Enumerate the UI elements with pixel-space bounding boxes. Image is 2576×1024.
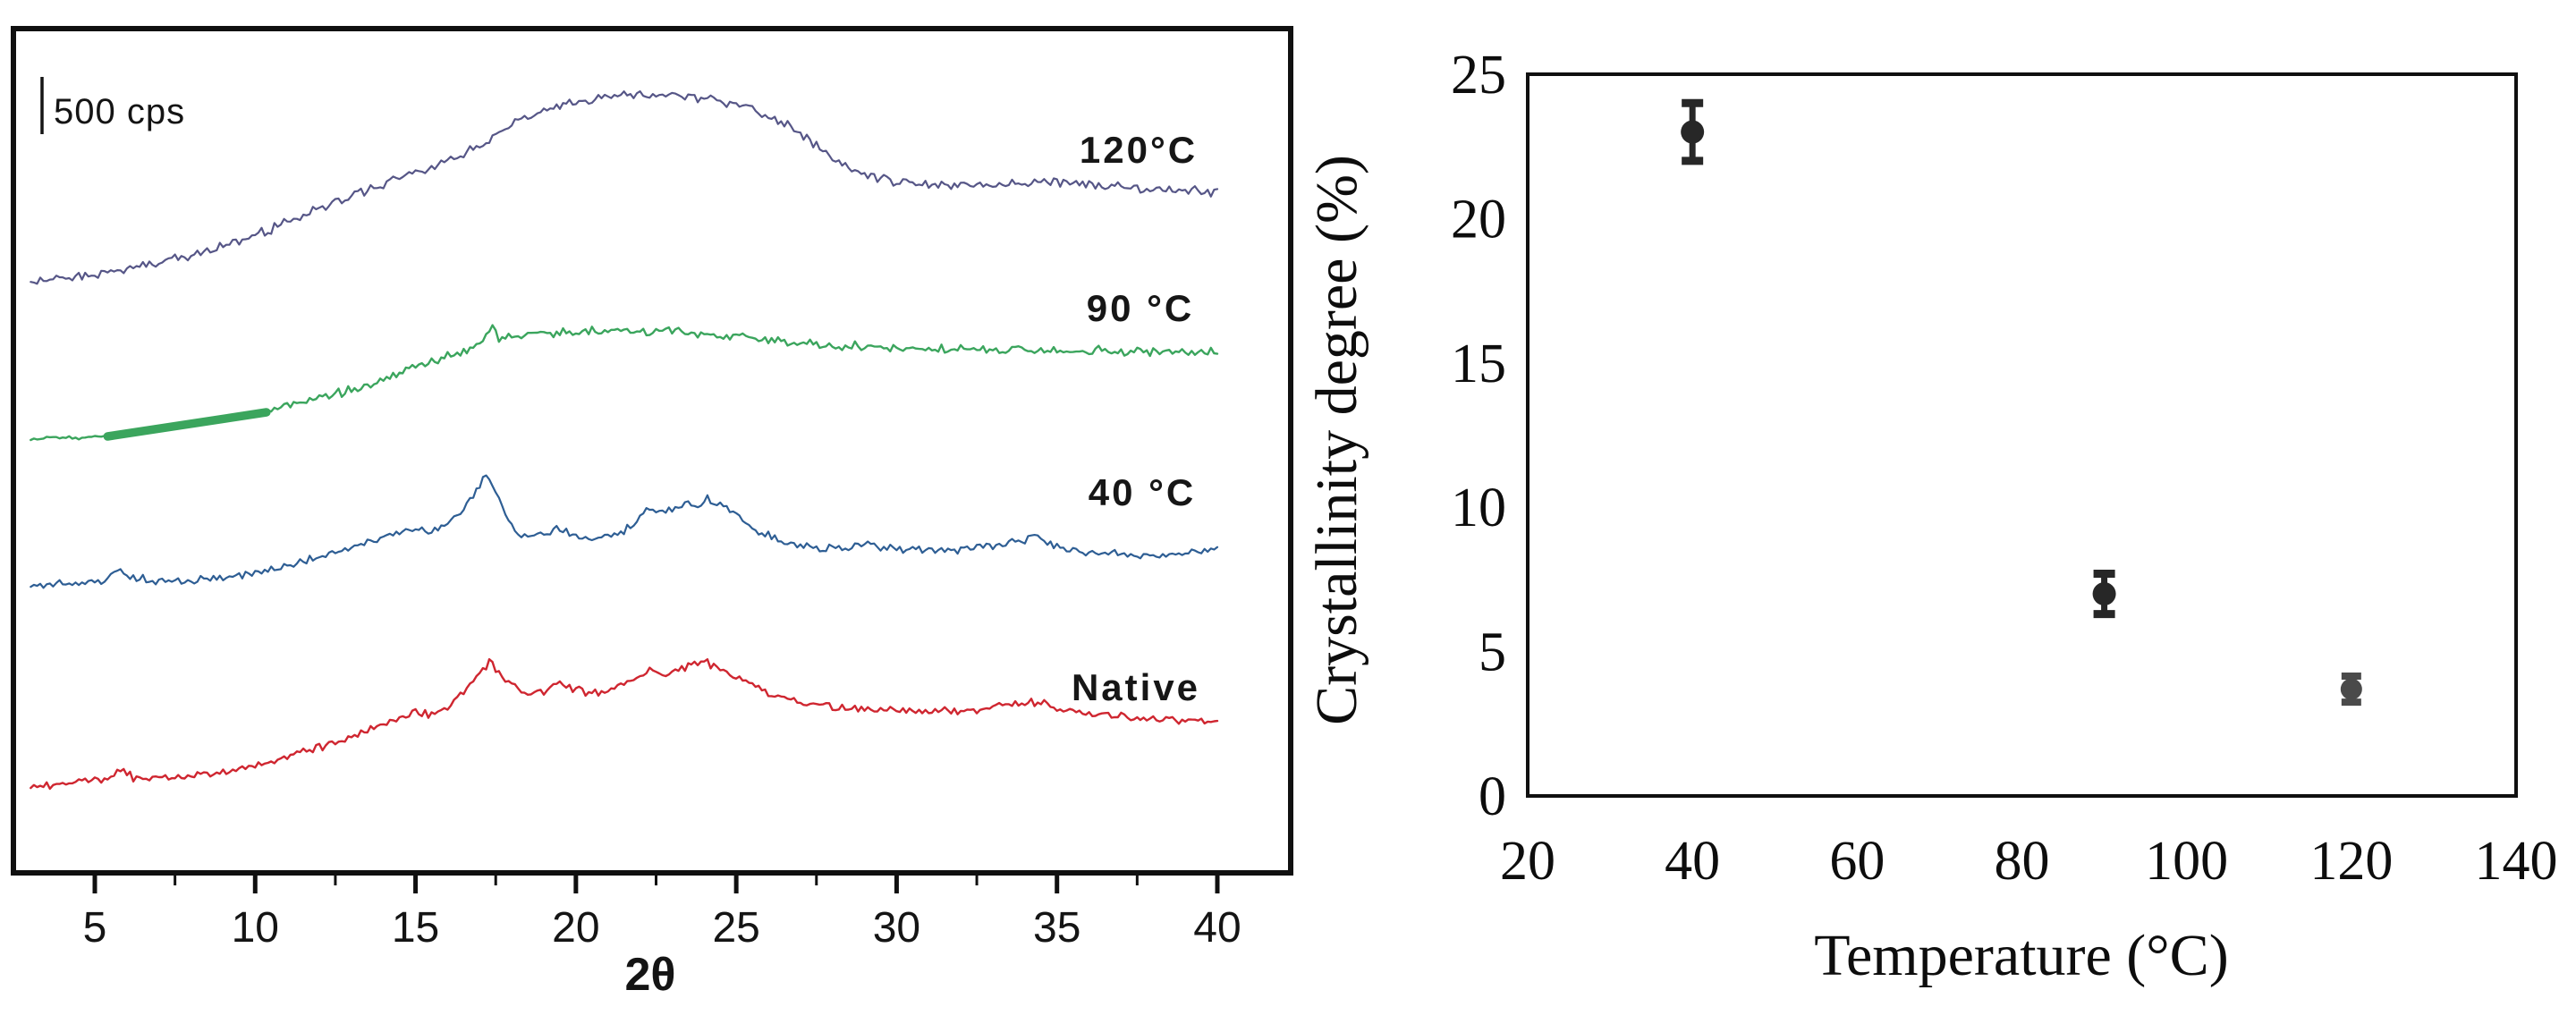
y-tick-label: 0 bbox=[1479, 766, 1506, 827]
data-point-marker bbox=[2340, 678, 2362, 700]
x-tick-label: 120 bbox=[2309, 831, 2393, 892]
trace-label: Native bbox=[1072, 666, 1200, 708]
y-axis-title: Crystallinity degree (%) bbox=[1306, 155, 1369, 725]
xrd-trace-bold-segment bbox=[103, 408, 271, 441]
x-tick-label: 5 bbox=[83, 904, 107, 952]
data-point-marker bbox=[2092, 582, 2116, 606]
y-tick-label: 20 bbox=[1451, 189, 1506, 250]
x-axis-title: 2θ bbox=[624, 949, 675, 1001]
data-point-group bbox=[1681, 98, 1705, 165]
y-tick-label: 10 bbox=[1451, 478, 1506, 538]
x-tick-label: 40 bbox=[1193, 904, 1241, 952]
data-points bbox=[1681, 98, 2362, 707]
xrd-traces bbox=[30, 89, 1219, 791]
crystallinity-panel: 0 5 10 15 20 25 20 40 60 80 100 120 140 Temperature … bbox=[1306, 45, 2558, 988]
y-tick-label: 25 bbox=[1451, 45, 1506, 106]
xrd-trace bbox=[30, 657, 1219, 791]
x-axis-title: Temperature (°C) bbox=[1814, 923, 2228, 988]
trace-label: 40 °C bbox=[1089, 471, 1197, 513]
x-tick-label: 60 bbox=[1829, 831, 1885, 892]
x-tick-label: 40 bbox=[1665, 831, 1720, 892]
y-tick-label: 15 bbox=[1451, 334, 1506, 394]
trace-label: 90 °C bbox=[1087, 287, 1195, 329]
scatter-frame bbox=[1526, 72, 2518, 798]
x-tick-label: 30 bbox=[873, 904, 920, 952]
data-point-group bbox=[2340, 673, 2362, 707]
x-axis: 5 10 15 20 25 30 35 40 bbox=[83, 873, 1241, 952]
xrd-frame bbox=[11, 26, 1293, 876]
trace-labels: 120°C 90 °C 40 °C Native bbox=[1072, 129, 1200, 708]
data-point-group bbox=[2092, 569, 2116, 619]
data-point-marker bbox=[1681, 120, 1705, 144]
x-tick-label: 10 bbox=[232, 904, 279, 952]
x-tick-label: 100 bbox=[2145, 831, 2228, 892]
y-tick-label: 5 bbox=[1479, 622, 1506, 683]
x-tick-label: 35 bbox=[1033, 904, 1080, 952]
x-tick-label: 20 bbox=[1500, 831, 1555, 892]
x-tick-label: 15 bbox=[392, 904, 439, 952]
trace-label: 120°C bbox=[1080, 129, 1198, 171]
x-tick-label: 20 bbox=[552, 904, 599, 952]
x-tick-label: 25 bbox=[712, 904, 759, 952]
xrd-panel: 500 cps 5 10 15 20 25 30 35 40 120°C 90 °C 40 °C N… bbox=[11, 26, 1293, 1001]
x-tick-label: 140 bbox=[2475, 831, 2558, 892]
xrd-trace bbox=[30, 474, 1219, 589]
scale-bar-label: 500 cps bbox=[54, 92, 185, 131]
x-tick-label: 80 bbox=[1995, 831, 2050, 892]
axis-tick-labels: 0 5 10 15 20 25 20 40 60 80 100 120 140 bbox=[1451, 45, 2558, 892]
xrd-trace bbox=[30, 89, 1219, 285]
